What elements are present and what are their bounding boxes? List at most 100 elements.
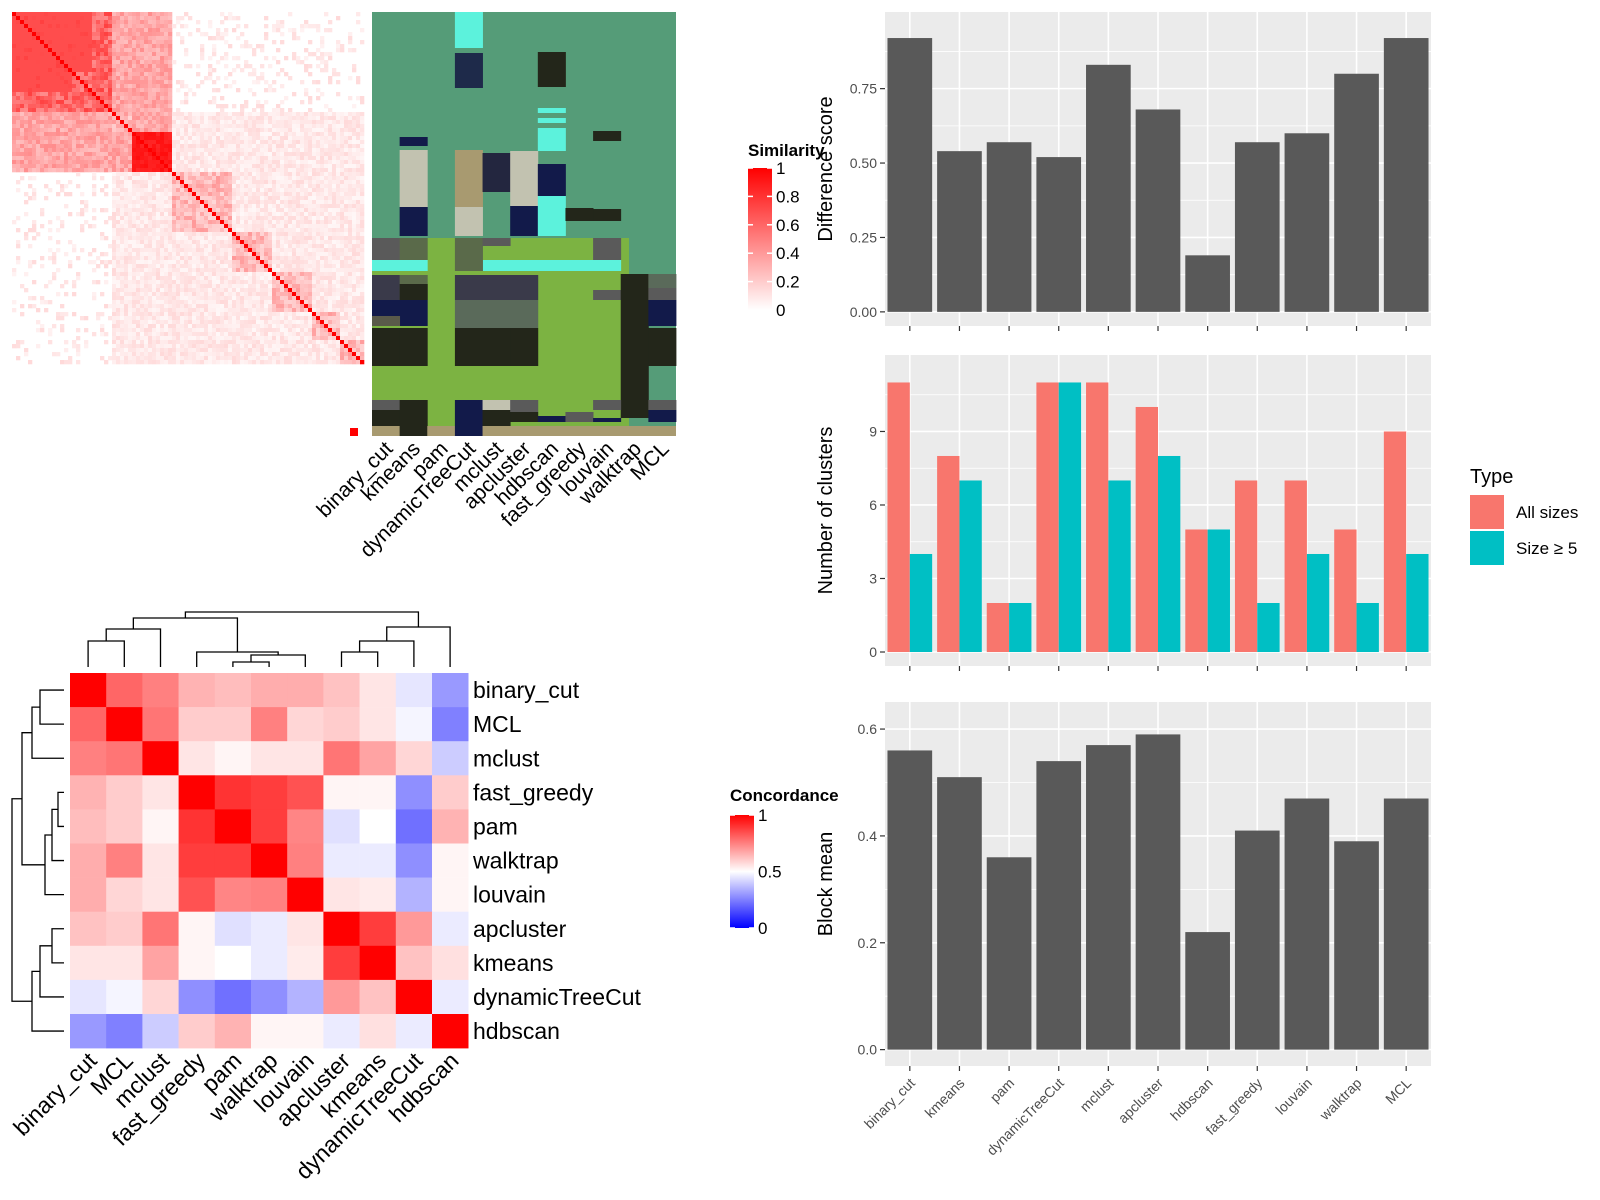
similarity-cell — [244, 168, 249, 173]
similarity-cell — [316, 144, 321, 149]
similarity-cell — [164, 108, 169, 113]
similarity-cell — [228, 156, 233, 161]
similarity-cell — [148, 200, 153, 205]
similarity-cell — [260, 188, 265, 193]
similarity-cell — [196, 276, 201, 281]
similarity-cell — [120, 52, 125, 57]
similarity-cell — [144, 152, 149, 157]
similarity-cell — [352, 276, 357, 281]
similarity-cell — [316, 204, 321, 209]
similarity-cell — [204, 120, 209, 125]
similarity-cell — [292, 148, 297, 153]
similarity-cell — [304, 176, 309, 181]
similarity-cell — [128, 116, 133, 121]
similarity-cell — [148, 216, 153, 221]
similarity-cell — [76, 108, 81, 113]
similarity-cell — [272, 228, 277, 233]
similarity-cell — [52, 256, 57, 261]
similarity-cell — [28, 12, 33, 17]
similarity-cell — [148, 72, 153, 77]
similarity-cell — [232, 252, 237, 257]
similarity-cell — [200, 156, 205, 161]
similarity-cell — [272, 256, 277, 261]
similarity-cell — [324, 204, 329, 209]
similarity-cell — [52, 96, 57, 101]
similarity-cell — [116, 136, 121, 141]
similarity-cell — [312, 224, 317, 229]
similarity-cell — [116, 24, 121, 29]
similarity-cell — [172, 292, 177, 297]
similarity-cell — [12, 116, 17, 121]
similarity-cell — [156, 252, 161, 257]
similarity-cell — [180, 292, 185, 297]
similarity-cell — [324, 228, 329, 233]
similarity-cell — [220, 248, 225, 253]
similarity-cell — [328, 156, 333, 161]
similarity-cell — [132, 108, 137, 113]
similarity-cell — [212, 48, 217, 53]
similarity-cell — [256, 100, 261, 105]
similarity-cell — [360, 120, 365, 125]
similarity-cell — [256, 204, 261, 209]
similarity-cell — [248, 288, 253, 293]
similarity-cell — [120, 104, 125, 109]
similarity-cell — [56, 192, 61, 197]
similarity-cell — [256, 304, 261, 309]
similarity-cell — [84, 68, 89, 73]
similarity-cell — [32, 32, 37, 37]
similarity-cell — [64, 24, 69, 29]
similarity-cell — [220, 280, 225, 285]
similarity-cell — [356, 280, 361, 285]
similarity-cell — [360, 288, 365, 293]
similarity-cell — [344, 160, 349, 165]
similarity-cell — [148, 308, 153, 313]
similarity-cell — [92, 76, 97, 81]
similarity-cell — [112, 180, 117, 185]
similarity-cell — [312, 200, 317, 205]
similarity-cell — [224, 308, 229, 313]
similarity-cell — [200, 208, 205, 213]
similarity-cell — [256, 260, 261, 265]
similarity-cell — [196, 188, 201, 193]
similarity-cell — [220, 208, 225, 213]
similarity-cell — [140, 140, 145, 145]
similarity-cell — [28, 92, 33, 97]
similarity-cell — [140, 240, 145, 245]
similarity-cell — [168, 264, 173, 269]
similarity-cell — [44, 44, 49, 49]
similarity-cell — [204, 140, 209, 145]
similarity-cell — [224, 236, 229, 241]
similarity-cell — [288, 140, 293, 145]
similarity-cell — [176, 180, 181, 185]
similarity-cell — [120, 308, 125, 313]
similarity-cell — [44, 300, 49, 305]
similarity-cell — [232, 104, 237, 109]
similarity-cell — [360, 176, 365, 181]
similarity-cell — [184, 172, 189, 177]
similarity-cell — [84, 96, 89, 101]
similarity-cell — [224, 168, 229, 173]
similarity-cell — [288, 252, 293, 257]
similarity-cell — [120, 280, 125, 285]
similarity-cell — [28, 32, 33, 37]
similarity-cell — [304, 92, 309, 97]
similarity-cell — [176, 172, 181, 177]
similarity-cell — [164, 104, 169, 109]
similarity-cell — [204, 220, 209, 225]
similarity-cell — [148, 40, 153, 45]
similarity-cell — [264, 292, 269, 297]
similarity-cell — [208, 288, 213, 293]
similarity-cell — [184, 296, 189, 301]
similarity-cell — [348, 232, 353, 237]
similarity-cell — [356, 224, 361, 229]
similarity-cell — [300, 200, 305, 205]
similarity-cell — [320, 296, 325, 301]
similarity-cell — [80, 80, 85, 85]
similarity-cell — [328, 136, 333, 141]
similarity-cell — [96, 312, 101, 317]
similarity-cell — [96, 140, 101, 145]
similarity-cell — [316, 140, 321, 145]
similarity-cell — [260, 124, 265, 129]
similarity-cell — [176, 108, 181, 113]
similarity-cell — [180, 312, 185, 317]
